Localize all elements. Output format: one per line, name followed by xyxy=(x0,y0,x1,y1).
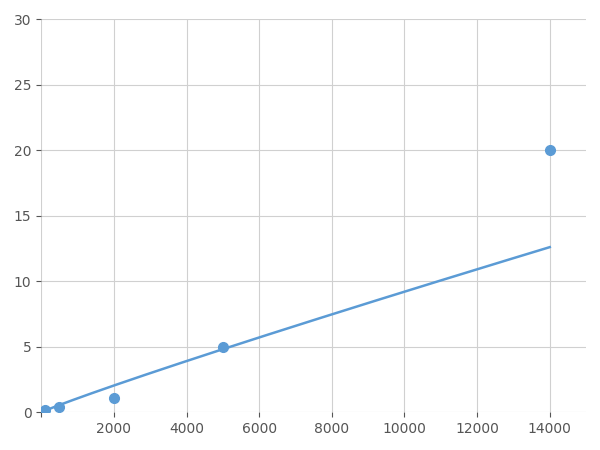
Point xyxy=(109,394,119,401)
Point xyxy=(545,147,554,154)
Point xyxy=(218,343,227,351)
Point xyxy=(55,404,64,411)
Point xyxy=(40,406,50,414)
